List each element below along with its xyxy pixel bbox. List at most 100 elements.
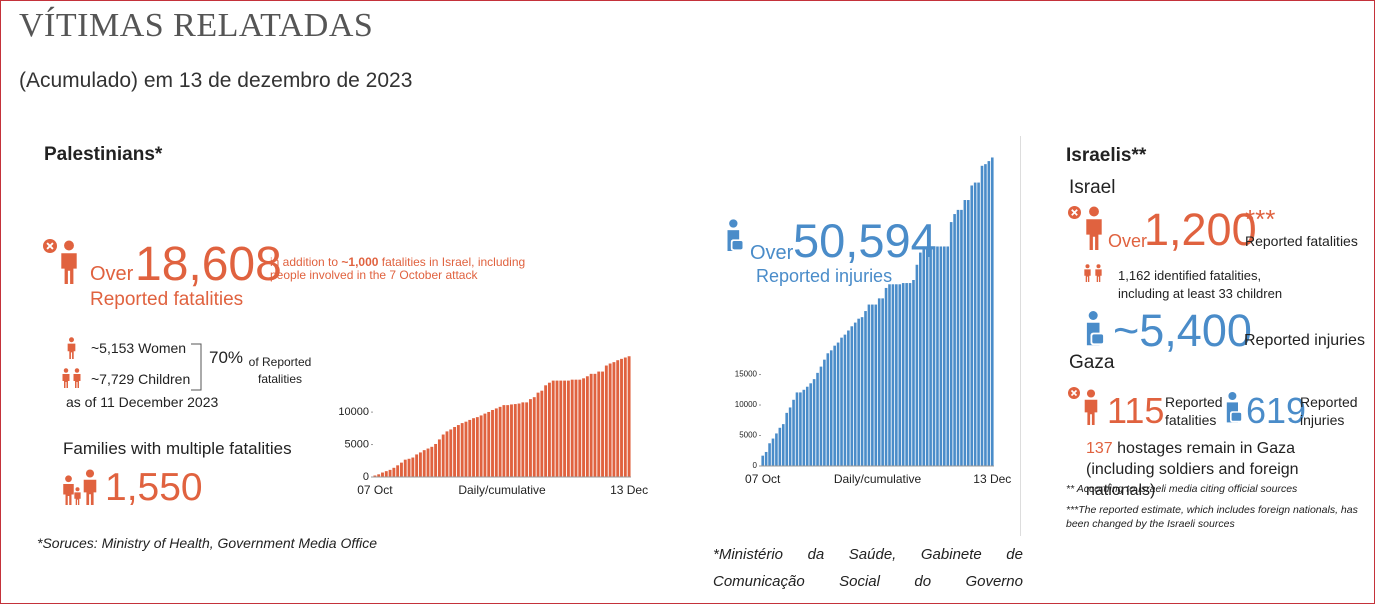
bar xyxy=(888,284,891,466)
bar xyxy=(540,390,544,477)
bar xyxy=(422,450,426,477)
source: *Ministério da Saúde, Gabinete de Comuni… xyxy=(713,546,1023,590)
children-value: ~7,729 xyxy=(91,371,135,387)
bar xyxy=(853,322,857,466)
bar xyxy=(547,382,551,477)
bar xyxy=(788,407,792,466)
bar xyxy=(468,419,472,477)
bar xyxy=(407,458,411,477)
over-label: Over xyxy=(750,242,794,264)
bar xyxy=(532,397,536,477)
bar xyxy=(623,357,627,477)
x-tick-label: 07 Oct xyxy=(745,472,781,486)
y-tick-label: 10000 xyxy=(735,400,758,409)
injuries-chart: 0 5000 10000 15000 07 Oct 13 Dec Daily/cumulat… xyxy=(735,157,1011,486)
x-tick-label: 13 Dec xyxy=(610,483,648,497)
bar xyxy=(373,475,377,477)
bar xyxy=(464,421,468,477)
note-bold: ~1,000 xyxy=(341,255,379,269)
bar xyxy=(434,443,438,477)
bar xyxy=(819,366,823,466)
injured-icon xyxy=(1224,392,1244,424)
fatalities-label: Reported fatalities xyxy=(1245,233,1358,249)
bar xyxy=(517,403,521,477)
section-heading: Palestinians* xyxy=(44,144,163,165)
bar xyxy=(441,434,445,477)
bar xyxy=(616,360,620,477)
bar xyxy=(833,345,836,466)
bar xyxy=(823,359,826,466)
bar xyxy=(574,379,578,477)
bar xyxy=(529,399,532,477)
bar xyxy=(901,283,905,466)
bar xyxy=(479,415,483,477)
bar xyxy=(426,448,430,477)
bar xyxy=(570,379,574,477)
gaza-fatalities: 115 xyxy=(1107,390,1165,431)
bar xyxy=(377,474,381,477)
bar xyxy=(805,386,809,466)
bar xyxy=(864,311,867,466)
children-icon xyxy=(1084,264,1102,282)
bar xyxy=(430,446,434,477)
person-icon xyxy=(58,239,80,285)
bar xyxy=(453,427,457,477)
bar xyxy=(785,412,789,466)
bar xyxy=(544,385,548,477)
bar xyxy=(494,408,498,477)
bar xyxy=(771,438,775,466)
bar xyxy=(799,392,802,466)
children-label: Children xyxy=(138,371,191,387)
bar xyxy=(949,222,953,466)
bar xyxy=(946,246,950,466)
bar xyxy=(491,409,494,477)
injuries-label: Reported injuries xyxy=(756,266,893,286)
bar xyxy=(513,404,517,477)
bar xyxy=(392,467,396,477)
bar xyxy=(604,365,608,477)
bar xyxy=(891,284,895,466)
bar xyxy=(460,423,464,477)
bar xyxy=(620,358,623,477)
bar xyxy=(973,182,977,466)
stars: *** xyxy=(1245,204,1276,234)
share-value: 70% xyxy=(209,348,244,367)
bar xyxy=(589,373,593,477)
bar xyxy=(403,459,407,477)
bar xyxy=(502,405,506,477)
injuries-label: Reported injuries xyxy=(1244,332,1365,349)
fatalities-chart: 0 5000 10000 07 Oct 13 Dec Daily/cumulative xyxy=(338,356,648,497)
bar xyxy=(627,356,631,477)
bar xyxy=(843,334,847,466)
gaza-fatalities-label: Reported fatalities xyxy=(1165,394,1223,429)
injuries-value: 50,594 xyxy=(793,214,937,267)
bar xyxy=(990,157,994,466)
bar xyxy=(795,392,799,466)
bar xyxy=(411,457,415,477)
bar xyxy=(840,337,843,466)
bar xyxy=(582,378,586,477)
bar xyxy=(384,471,388,477)
bar xyxy=(400,462,403,477)
bar xyxy=(578,379,582,477)
bar xyxy=(483,413,487,477)
fatalities-label: Reported fatalities xyxy=(90,289,244,310)
children-icon xyxy=(62,368,81,388)
bar xyxy=(525,402,529,477)
bar xyxy=(781,424,785,466)
bar xyxy=(984,164,987,466)
bar xyxy=(506,405,510,477)
bracket xyxy=(191,343,202,391)
over-label: Over xyxy=(90,263,134,285)
fatalities-value: 18,608 xyxy=(135,238,282,291)
as-of: as of 11 December 2023 xyxy=(66,394,219,410)
bar xyxy=(809,383,812,466)
bar xyxy=(597,371,601,477)
subtitle: (Acumulado) em 13 de dezembro de 2023 xyxy=(19,69,413,92)
person-icon xyxy=(1083,206,1105,250)
bar xyxy=(936,246,939,466)
bar xyxy=(895,284,898,466)
hostages: 137 hostages remain in Gaza (including s… xyxy=(1086,439,1366,501)
bar xyxy=(980,165,984,466)
